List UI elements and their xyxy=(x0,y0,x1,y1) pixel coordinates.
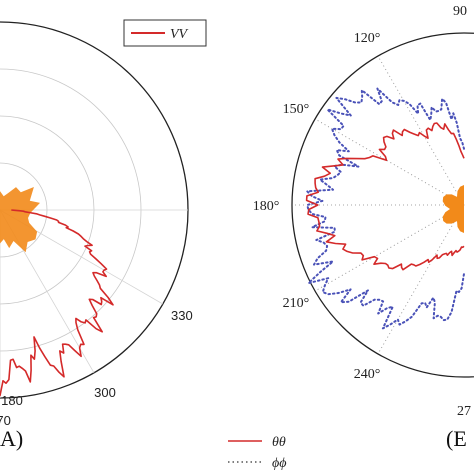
legend-panel-a: VV xyxy=(123,19,207,47)
center-shape xyxy=(0,187,40,253)
polar-grid-spoke xyxy=(377,55,465,206)
polar-grid-spoke xyxy=(377,204,465,355)
angle-tick-label: 330 xyxy=(171,308,193,323)
series-line-thetatheta xyxy=(305,122,465,271)
angle-tick-label: 210° xyxy=(283,296,310,311)
angle-tick-label: 300 xyxy=(94,385,116,400)
angle-tick-label: 270 xyxy=(0,413,11,428)
angle-tick-label: 240° xyxy=(354,367,381,382)
angle-tick-label: 180° xyxy=(253,199,280,214)
legend-label-theta: θθ xyxy=(272,435,286,450)
series-line-vv xyxy=(0,209,114,397)
panel-label-b: (E xyxy=(446,426,467,451)
polar-panel-a: 330300270240210180 xyxy=(0,21,193,428)
angle-tick-label: 180 xyxy=(1,393,23,408)
legend-bottom: θθ ϕϕ xyxy=(228,435,287,471)
polar-grid-spoke xyxy=(314,204,465,292)
polar-outer-ring xyxy=(291,32,474,378)
angle-tick-label: 120° xyxy=(354,31,381,46)
angle-tick-label: 27 xyxy=(457,404,471,419)
legend-label-vv: VV xyxy=(170,27,189,42)
polar-panel-b: 90 120° 150° 180° 210° 240° 27 xyxy=(253,4,474,419)
angle-tick-label: 150° xyxy=(283,102,310,117)
center-shape xyxy=(442,185,464,233)
series-line-phiphi xyxy=(306,87,465,330)
angle-tick-label: 90 xyxy=(453,4,467,19)
panel-label-a: A) xyxy=(0,426,23,451)
polar-grid-spoke xyxy=(314,118,465,206)
legend-label-phi: ϕϕ xyxy=(272,456,287,471)
